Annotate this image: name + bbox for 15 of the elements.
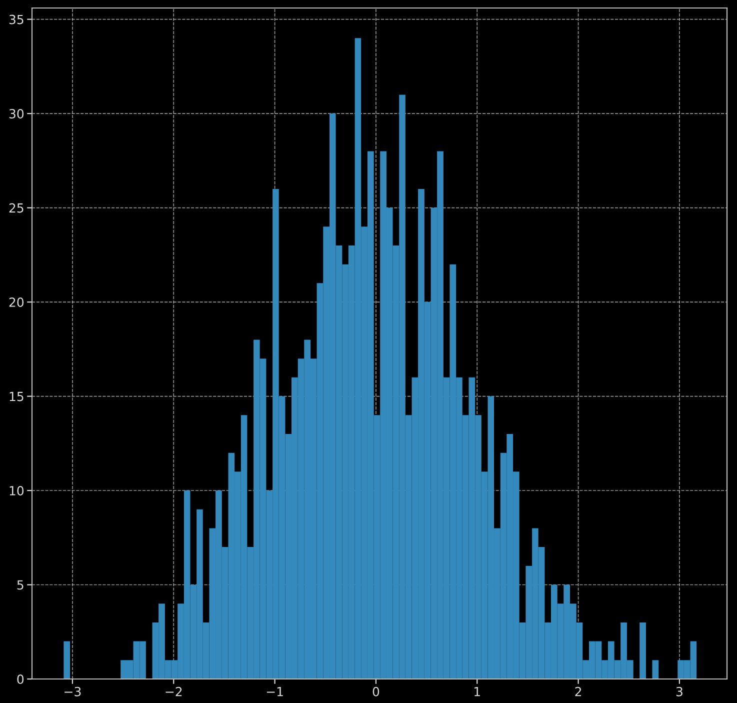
x-tick-label: 1: [474, 687, 480, 696]
y-tick-label: 25: [9, 203, 24, 213]
x-tick-label: −3: [64, 686, 81, 696]
y-tick-label: 15: [10, 392, 24, 402]
y-tick-label: 0: [17, 674, 24, 684]
x-tick-label: 2: [575, 686, 582, 696]
x-tick-label: 3: [676, 686, 682, 696]
y-tick-label: 20: [9, 298, 24, 307]
x-tick-label: 0: [372, 686, 380, 696]
x-tick-label: −2: [166, 686, 182, 696]
y-tick-label: 35: [9, 14, 24, 24]
y-tick-label: 5: [17, 580, 24, 590]
y-tick-label: 30: [9, 109, 24, 118]
x-tick-label: −1: [266, 687, 283, 696]
y-tick-label: 10: [10, 486, 24, 496]
